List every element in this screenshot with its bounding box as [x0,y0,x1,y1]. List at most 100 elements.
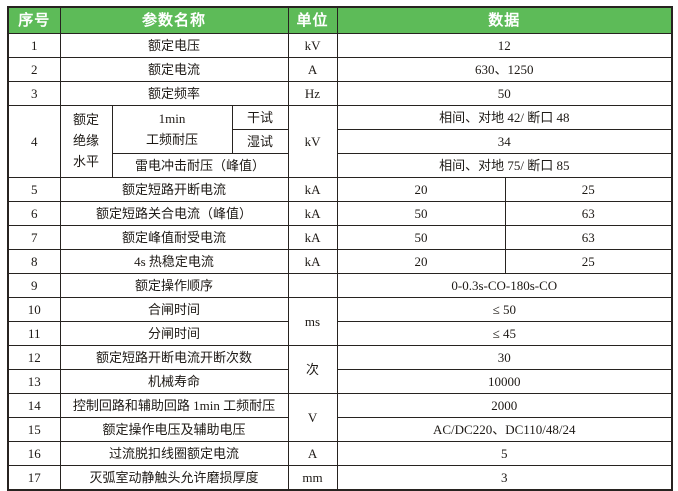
table-cell: 5 [7,177,61,202]
table-cell: kA [287,249,338,274]
table-cell: 相间、对地 42/ 断口 48 [336,105,673,130]
table-cell: 25 [504,177,673,202]
table-cell: 9 [7,273,61,298]
table-cell: mm [287,465,338,491]
table-cell: 分闸时间 [59,321,289,346]
table-cell: 3 [336,465,673,491]
table-cell [287,273,338,298]
table-cell: 机械寿命 [59,369,289,394]
table-cell: 14 [7,393,61,418]
table-cell: 1min 工频耐压 [111,105,233,154]
table-row: 15 额定操作电压及辅助电压 AC/DC220、DC110/48/24 [7,417,673,442]
table-cell: 25 [504,249,673,274]
table-cell: A [287,441,338,466]
table-cell: 20 [336,177,506,202]
table-cell: kA [287,201,338,226]
table-cell: 20 [336,249,506,274]
table-row: 11 分闸时间 ≤ 45 [7,321,673,346]
table-row: 2 额定电流 A 630、1250 [7,57,673,82]
table-cell: 过流脱扣线圈额定电流 [59,441,289,466]
table-row: 6 额定短路关合电流（峰值） kA 50 63 [7,201,673,226]
table-cell: 5 [336,441,673,466]
table-cell: 控制回路和辅助回路 1min 工频耐压 [59,393,289,418]
table-cell: 4s 热稳定电流 [59,249,289,274]
table-cell: 34 [336,129,673,154]
table-cell: 额定短路开断电流 [59,177,289,202]
table-cell: 2 [7,57,61,82]
header-parameter-name: 参数名称 [59,6,289,34]
table-cell: 63 [504,225,673,250]
table-cell: 15 [7,417,61,442]
table-cell: 雷电冲击耐压（峰值） [111,153,289,178]
table-row: 16 过流脱扣线圈额定电流 A 5 [7,441,673,466]
table-cell: 16 [7,441,61,466]
table-cell: 额定短路关合电流（峰值） [59,201,289,226]
table-cell: 50 [336,81,673,106]
table-cell: 4 [7,105,61,178]
table-cell: 额定操作电压及辅助电压 [59,417,289,442]
table-cell: kV [287,105,338,178]
table-cell: 1 [7,33,61,58]
table-cell: 额定电压 [59,33,289,58]
table-row: 10 合闸时间 ms ≤ 50 [7,297,673,346]
header-data: 数据 [336,6,673,34]
table-cell: 12 [7,345,61,370]
table-cell: 17 [7,465,61,491]
table-cell: 10000 [336,369,673,394]
table-cell: 8 [7,249,61,274]
table-row: 14 控制回路和辅助回路 1min 工频耐压 V 2000 [7,393,673,442]
table-cell: 13 [7,369,61,394]
table-cell: 12 [336,33,673,58]
table-cell: kV [287,33,338,58]
table-cell: 50 [336,201,506,226]
table-cell: 灭弧室动静触头允许磨损厚度 [59,465,289,491]
table-cell: V [287,393,338,442]
table-row: 8 4s 热稳定电流 kA 20 25 [7,249,673,274]
table-cell: Hz [287,81,338,106]
table-cell: 11 [7,321,61,346]
table-cell: kA [287,225,338,250]
table-row: 17 灭弧室动静触头允许磨损厚度 mm 3 [7,465,673,491]
table-row: 12 额定短路开断电流开断次数次 30 [7,345,673,394]
table-cell: ms [287,297,338,346]
table-cell: 63 [504,201,673,226]
header-unit: 单位 [287,6,338,34]
table-cell: kA [287,177,338,202]
table-cell: 2000 [336,393,673,418]
table-cell: 额定电流 [59,57,289,82]
header-row: 序号 参数名称 单位 数据 [7,6,673,34]
table-cell: A [287,57,338,82]
table-row: 4 额定 绝缘 水平 1min 工频耐压 干试 kV 相间、对地 42/ 断口 48 [7,105,673,178]
table-row: 1 额定电压 kV 12 [7,33,673,58]
table-cell: 3 [7,81,61,106]
table-cell: 额定短路开断电流开断次数 [59,345,289,370]
table-cell: 额定峰值耐受电流 [59,225,289,250]
table-cell: 额定频率 [59,81,289,106]
spec-table-body: 1 额定电压 kV 12 2 额定电流 A 630、1250 3 额定频率 Hz 50 4 额定 绝缘 水… [7,33,673,491]
table-cell: 额定 绝缘 水平 [59,105,113,178]
table-cell: ≤ 45 [336,321,673,346]
table-cell: 10 [7,297,61,322]
table-row: 7 额定峰值耐受电流 kA 50 63 [7,225,673,250]
table-cell: 合闸时间 [59,297,289,322]
table-cell: AC/DC220、DC110/48/24 [336,417,673,442]
table-cell: 相间、对地 75/ 断口 85 [336,153,673,178]
table-cell: ≤ 50 [336,297,673,322]
table-row: 3 额定频率 Hz 50 [7,81,673,106]
table-row: 湿试 34 [8,129,673,154]
table-cell: 0-0.3s-CO-180s-CO [336,273,673,298]
table-cell: 30 [336,345,673,370]
table-cell: 7 [7,225,61,250]
table-row: 雷电冲击耐压（峰值） 相间、对地 75/ 断口 85 [8,153,673,178]
table-row: 13 机械寿命 10000 [7,369,673,394]
header-index: 序号 [7,6,61,34]
table-cell: 额定操作顺序 [59,273,289,298]
spec-table: 序号 参数名称 单位 数据 1 额定电压 kV 12 2 额定电流 A 630、1250 3 额定… [7,6,674,491]
table-cell: 6 [7,201,61,226]
table-cell: 次 [287,345,338,394]
table-cell: 50 [336,225,506,250]
table-row: 9 额定操作顺序 0-0.3s-CO-180s-CO [7,273,673,298]
table-cell: 干试 [231,105,289,130]
table-cell: 湿试 [231,129,289,154]
